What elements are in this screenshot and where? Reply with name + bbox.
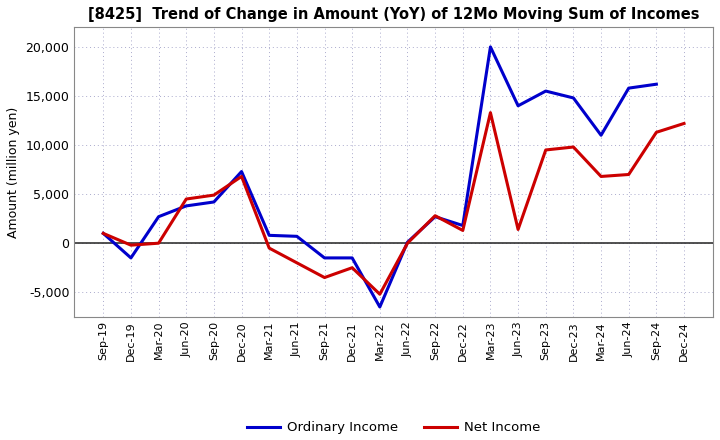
Net Income (403, 241, 412, 246)
Line: Ordinary Income: Ordinary Income (103, 47, 657, 307)
Ordinary Income (569, 95, 577, 101)
Ordinary Income (154, 214, 163, 219)
Net Income (541, 147, 550, 153)
Ordinary Income (486, 44, 495, 50)
Ordinary Income (459, 223, 467, 228)
Ordinary Income (127, 255, 135, 260)
Legend: Ordinary Income, Net Income: Ordinary Income, Net Income (242, 416, 546, 440)
Net Income (210, 192, 218, 198)
Ordinary Income (348, 255, 356, 260)
Net Income (459, 228, 467, 233)
Ordinary Income (292, 234, 301, 239)
Ordinary Income (182, 203, 191, 209)
Ordinary Income (237, 169, 246, 174)
Net Income (597, 174, 606, 179)
Net Income (624, 172, 633, 177)
Ordinary Income (403, 239, 412, 245)
Net Income (237, 174, 246, 179)
Ordinary Income (320, 255, 329, 260)
Ordinary Income (376, 304, 384, 310)
Net Income (514, 227, 523, 232)
Net Income (154, 241, 163, 246)
Net Income (348, 265, 356, 270)
Ordinary Income (541, 88, 550, 94)
Ordinary Income (210, 199, 218, 205)
Ordinary Income (514, 103, 523, 108)
Ordinary Income (652, 81, 661, 87)
Net Income (99, 231, 107, 236)
Net Income (680, 121, 688, 126)
Net Income (652, 130, 661, 135)
Ordinary Income (99, 231, 107, 236)
Ordinary Income (431, 214, 439, 219)
Net Income (431, 213, 439, 218)
Ordinary Income (597, 132, 606, 138)
Y-axis label: Amount (million yen): Amount (million yen) (7, 106, 20, 238)
Ordinary Income (624, 85, 633, 91)
Title: [8425]  Trend of Change in Amount (YoY) of 12Mo Moving Sum of Incomes: [8425] Trend of Change in Amount (YoY) o… (88, 7, 699, 22)
Net Income (127, 242, 135, 248)
Net Income (292, 260, 301, 265)
Line: Net Income: Net Income (103, 113, 684, 294)
Net Income (265, 246, 274, 251)
Net Income (182, 196, 191, 202)
Net Income (376, 292, 384, 297)
Net Income (486, 110, 495, 115)
Net Income (320, 275, 329, 280)
Ordinary Income (265, 233, 274, 238)
Net Income (569, 144, 577, 150)
